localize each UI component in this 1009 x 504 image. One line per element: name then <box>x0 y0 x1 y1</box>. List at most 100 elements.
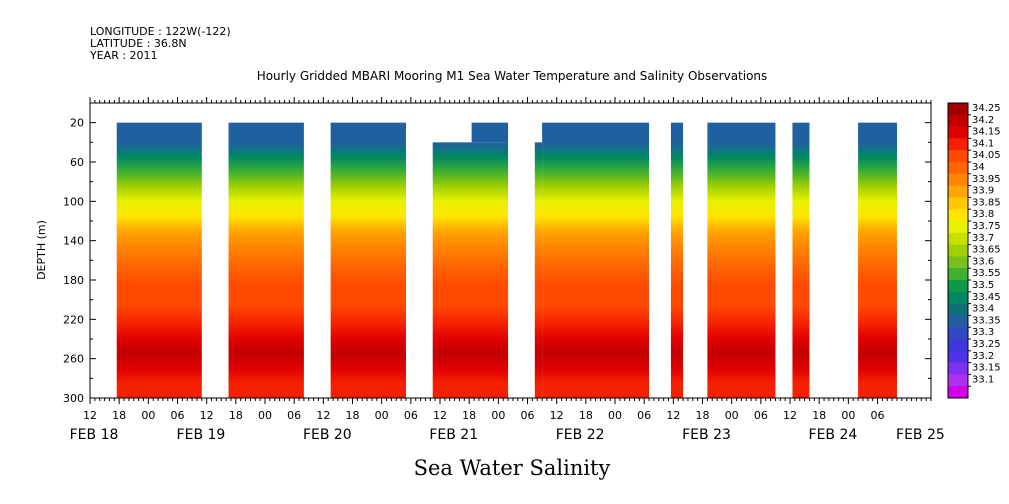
colorbar-swatch <box>948 374 968 387</box>
x-tick-label: 12 <box>83 409 97 422</box>
x-tick-label: 00 <box>258 409 272 422</box>
data-segment-notch <box>471 122 509 143</box>
data-segments <box>116 122 897 398</box>
x-tick-label: 18 <box>112 409 126 422</box>
x-tick-label: 18 <box>346 409 360 422</box>
x-tick-label: 00 <box>491 409 505 422</box>
colorbar-swatch <box>948 268 968 281</box>
x-tick-label: 00 <box>841 409 855 422</box>
colorbar-swatch <box>948 209 968 222</box>
x-tick-label: 18 <box>579 409 593 422</box>
colorbar-swatch <box>948 244 968 257</box>
colorbar-label: 34.15 <box>972 127 1001 138</box>
x-tick-label: 12 <box>433 409 447 422</box>
data-segment <box>670 122 684 398</box>
colorbar-swatch <box>948 114 968 128</box>
year-label: YEAR : 2011 <box>89 49 158 62</box>
colorbar-label: 33.6 <box>972 256 994 267</box>
colorbar-swatch <box>948 350 968 364</box>
x-tick-label: 06 <box>871 409 885 422</box>
x-day-label: FEB 18 <box>70 427 119 443</box>
y-tick-label: 180 <box>63 274 84 287</box>
x-tick-label: 12 <box>200 409 214 422</box>
x-tick-label: 12 <box>550 409 564 422</box>
colorbar-label: 34 <box>972 162 985 173</box>
colorbar-label: 34.2 <box>972 115 994 126</box>
data-segment <box>542 122 650 398</box>
colorbar-label: 33.7 <box>972 233 994 244</box>
colorbar-label: 34.25 <box>972 103 1001 114</box>
colorbar-label: 33.15 <box>972 363 1001 374</box>
y-tick-label: 260 <box>63 353 84 366</box>
colorbar-swatch <box>948 103 968 116</box>
colorbar-label: 33.45 <box>972 292 1001 303</box>
colorbar-label: 33.75 <box>972 221 1001 232</box>
data-segment <box>858 122 897 398</box>
colorbar-label: 33.1 <box>972 374 994 385</box>
variable-label: Sea Water Salinity <box>414 456 611 480</box>
colorbar-swatch <box>948 126 968 139</box>
colorbar-label: 33.65 <box>972 245 1001 256</box>
axes: 12 18 00 06 12 18 00 06 12 18 00 06 12 18 00 06 12 18 00 06… <box>63 97 945 443</box>
x-tick-label: 00 <box>608 409 622 422</box>
x-day-label: FEB 20 <box>303 427 352 443</box>
y-tick-label: 100 <box>63 195 84 208</box>
x-tick-label: 00 <box>141 409 155 422</box>
x-tick-label: 12 <box>316 409 330 422</box>
x-tick-label: 06 <box>404 409 418 422</box>
x-day-label: FEB 19 <box>177 427 226 443</box>
colorbar-swatch <box>948 386 968 399</box>
colorbar-label: 33.55 <box>972 268 1001 279</box>
x-tick-label: 18 <box>462 409 476 422</box>
y-tick-label: 300 <box>63 392 84 405</box>
x-tick-label: 00 <box>375 409 389 422</box>
x-tick-label: 06 <box>521 409 535 422</box>
x-tick-label: 18 <box>812 409 826 422</box>
data-segment <box>330 122 406 398</box>
colorbar-label: 33.4 <box>972 304 994 315</box>
colorbar-swatch <box>948 150 968 163</box>
data-segment <box>116 122 202 398</box>
colorbar-swatch <box>948 185 968 198</box>
data-segment <box>707 122 776 398</box>
colorbar-swatch <box>948 362 968 375</box>
y-tick-label: 20 <box>70 117 84 130</box>
colorbar-swatch <box>948 303 968 316</box>
longitude-label: LONGITUDE : 122W(-122) <box>90 25 231 38</box>
colorbar-label: 33.85 <box>972 197 1001 208</box>
colorbar-swatch <box>948 162 968 175</box>
colorbar-frame <box>947 102 969 399</box>
colorbar-label: 34.05 <box>972 150 1001 161</box>
colorbar-swatch <box>948 327 968 340</box>
colorbar-swatch <box>948 138 968 151</box>
x-day-label: FEB 22 <box>556 427 605 443</box>
colorbar-label: 33.2 <box>972 351 994 362</box>
y-tick-label: 220 <box>63 313 84 326</box>
x-tick-label: 06 <box>171 409 185 422</box>
colorbar-label: 33.35 <box>972 315 1001 326</box>
colorbar-label: 33.9 <box>972 186 994 197</box>
colorbar-label: 34.1 <box>972 138 994 149</box>
colorbar-swatch <box>948 232 968 246</box>
y-tick-label: 140 <box>63 235 84 248</box>
data-segment <box>792 122 810 398</box>
data-segment <box>228 122 304 398</box>
colorbar-label: 33.95 <box>972 174 1001 185</box>
colorbar-swatch <box>948 280 968 293</box>
colorbar-swatch <box>948 173 968 187</box>
colorbar-swatch <box>948 315 968 328</box>
x-day-label: FEB 25 <box>896 427 945 443</box>
x-tick-label: 12 <box>666 409 680 422</box>
data-segment <box>534 142 543 398</box>
latitude-label: LATITUDE : 36.8N <box>90 37 187 50</box>
colorbar-swatch <box>948 339 968 352</box>
colorbar-swatch <box>948 197 968 210</box>
colorbar-label: 33.8 <box>972 209 994 220</box>
colorbar-swatch <box>948 221 968 234</box>
y-axis-label: DEPTH (m) <box>35 220 48 280</box>
colorbar: 34.2534.234.1534.134.053433.9533.933.853… <box>947 102 1001 399</box>
x-tick-label: 06 <box>754 409 768 422</box>
y-tick-label: 60 <box>70 156 84 169</box>
colorbar-swatch <box>948 256 968 269</box>
x-tick-label: 00 <box>725 409 739 422</box>
